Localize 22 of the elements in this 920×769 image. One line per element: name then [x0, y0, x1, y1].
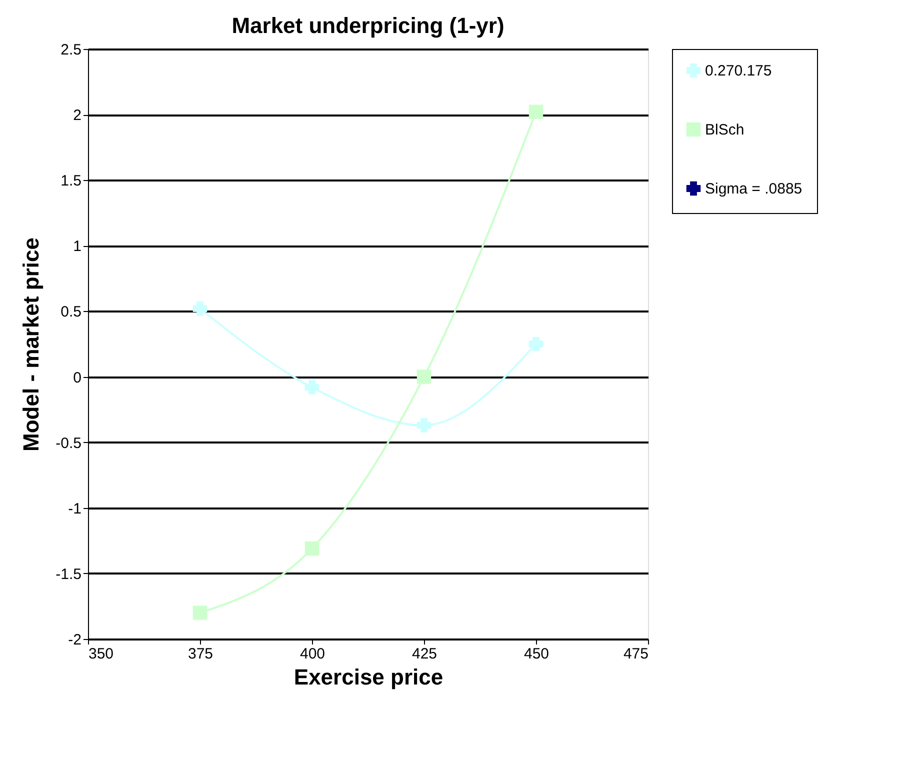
x-tick-label: 350 [88, 646, 114, 662]
y-tick-label: 2.5 [60, 42, 82, 58]
y-tick-label: -0.5 [56, 434, 82, 452]
x-axis-title: Exercise price [294, 664, 444, 690]
x-tick-label: 400 [300, 646, 326, 662]
y-tick-label: -2 [68, 632, 82, 648]
y-tick-label: 0 [73, 369, 82, 386]
x-tick-label: 475 [623, 646, 648, 662]
x-tick-label: 450 [524, 646, 550, 662]
y-tick-label: 1.5 [60, 172, 82, 190]
y-tick-label: -1 [68, 500, 82, 518]
legend-label: 0.270.175 [705, 62, 772, 80]
x-tick-label: 425 [412, 646, 438, 662]
chart-title: Market underpricing (1-yr) [232, 13, 504, 38]
legend-label: BlSch [705, 122, 744, 138]
y-tick-label: 2 [73, 107, 82, 124]
y-tick-label: 0.5 [60, 304, 82, 321]
legend-label: Sigma = .0885 [705, 180, 802, 198]
y-axis-title: Model - market price [18, 238, 44, 452]
y-tick-label: 1 [73, 238, 82, 256]
x-tick-label: 375 [188, 646, 214, 662]
y-tick-label: -1.5 [56, 566, 82, 583]
